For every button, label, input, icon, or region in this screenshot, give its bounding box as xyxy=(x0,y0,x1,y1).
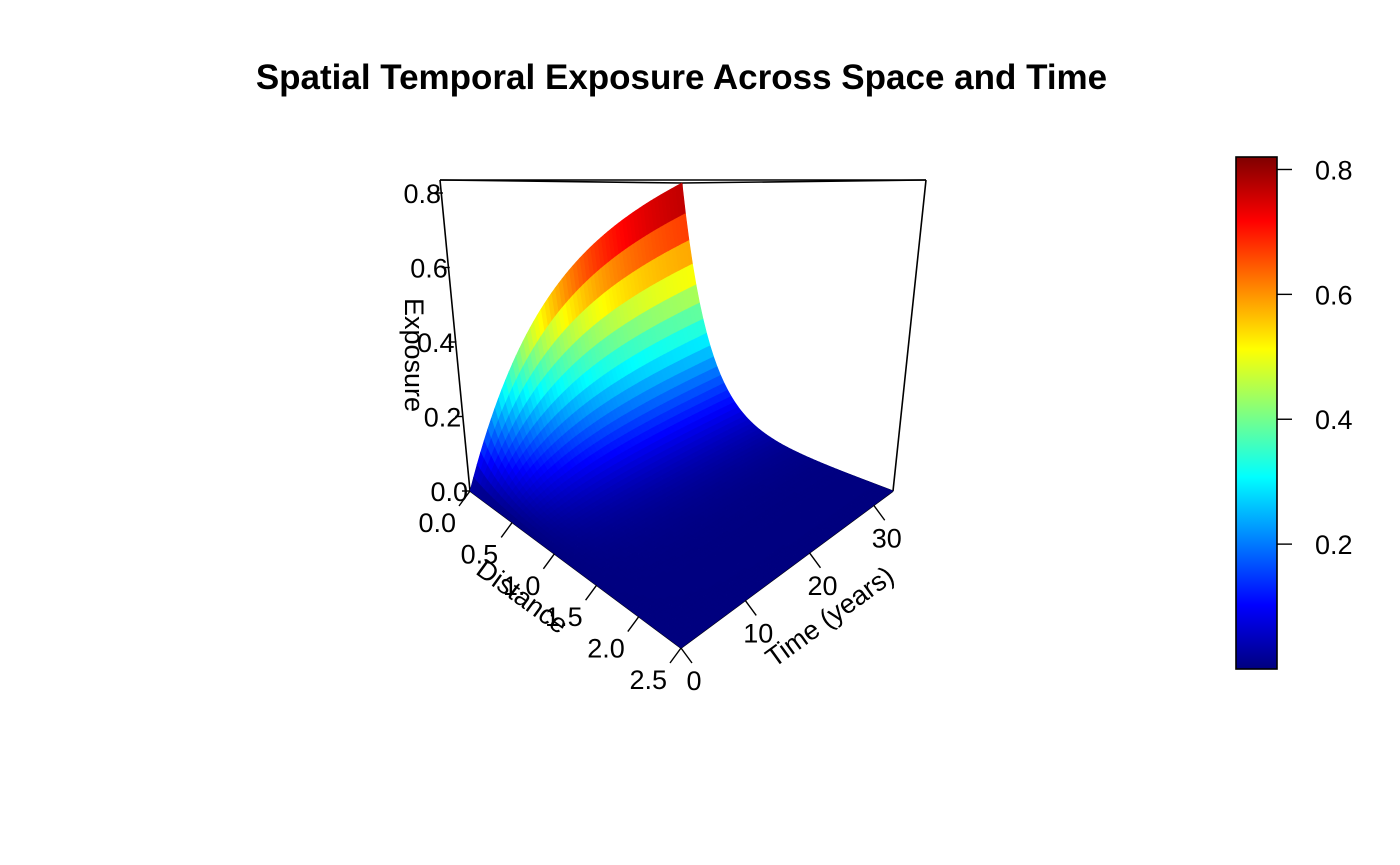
time-tick xyxy=(744,600,757,616)
time-tick-label: 10 xyxy=(743,618,773,648)
exposure-tick-label: 0.2 xyxy=(424,403,462,433)
time-tick-label: 0 xyxy=(686,666,701,696)
distance-tick-label: 0.0 xyxy=(418,508,456,538)
colorbar-tick-label: 0.6 xyxy=(1315,280,1353,310)
colorbar: 0.2 0.4 0.6 0.8 xyxy=(1235,155,1353,670)
colorbar-tick-label: 0.8 xyxy=(1315,155,1353,185)
exposure-tick-label: 0.8 xyxy=(403,179,441,209)
time-tick xyxy=(873,504,886,521)
distance-tick xyxy=(585,584,598,601)
box-edge-left xyxy=(439,179,471,492)
exposure-axis-label: Exposure xyxy=(399,298,429,412)
time-tick-label: 20 xyxy=(807,571,837,601)
distance-tick-label: 2.5 xyxy=(629,665,667,695)
distance-tick-label: 1.0 xyxy=(503,571,541,601)
time-tick-label: 30 xyxy=(872,523,902,553)
surface xyxy=(469,182,894,649)
exposure-tick-label: 0.6 xyxy=(410,254,448,284)
distance-tick xyxy=(500,521,513,538)
distance-axis-label: Distance xyxy=(471,554,574,640)
distance-tick xyxy=(669,647,682,664)
box-edge-right xyxy=(892,179,927,492)
time-tick xyxy=(808,552,822,569)
distance-tick-label: 1.5 xyxy=(545,602,583,632)
distance-tick xyxy=(627,616,640,633)
distance-tick xyxy=(458,490,471,507)
colorbar-gradient xyxy=(1235,156,1278,670)
time-tick xyxy=(680,647,693,664)
chart-title: Spatial Temporal Exposure Across Space a… xyxy=(255,58,1108,97)
distance-tick-label: 2.0 xyxy=(587,634,625,664)
exposure-tick-label: 0.4 xyxy=(417,328,455,358)
distance-tick xyxy=(542,553,555,570)
colorbar-tick-label: 0.2 xyxy=(1315,530,1353,560)
colorbar-tick-label: 0.4 xyxy=(1315,405,1353,435)
distance-tick-label: 0.5 xyxy=(461,539,499,569)
